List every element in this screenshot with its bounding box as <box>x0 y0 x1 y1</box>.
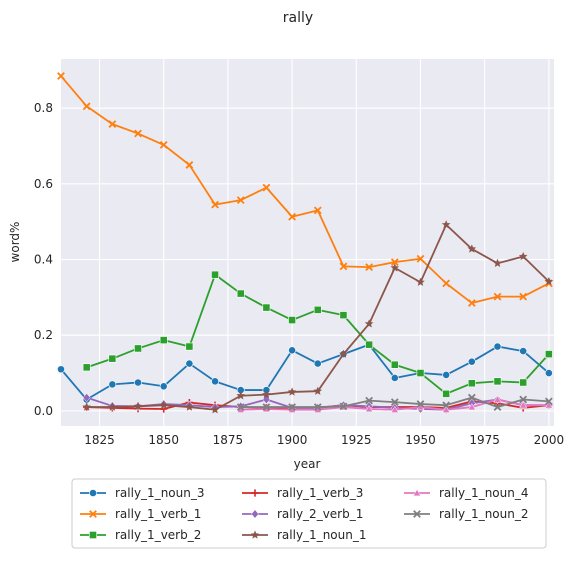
data-point-rally_1_verb_2 <box>443 390 450 397</box>
x-tick-label: 1950 <box>405 433 436 447</box>
data-point-rally_1_noun_3 <box>134 379 141 386</box>
data-point-rally_1_verb_2 <box>288 316 295 323</box>
data-point-rally_1_verb_2 <box>186 343 193 350</box>
legend-marker <box>89 531 96 538</box>
data-point-rally_1_noun_3 <box>443 371 450 378</box>
legend-label: rally_1_verb_3 <box>277 486 363 500</box>
data-point-rally_1_noun_3 <box>288 347 295 354</box>
data-point-rally_1_noun_3 <box>545 369 552 376</box>
data-point-rally_1_noun_3 <box>57 366 64 373</box>
x-tick-label: 1825 <box>84 433 115 447</box>
data-point-rally_1_verb_2 <box>314 306 321 313</box>
data-point-rally_1_verb_2 <box>134 345 141 352</box>
data-point-rally_1_noun_3 <box>109 381 116 388</box>
x-tick-label: 1975 <box>469 433 500 447</box>
data-point-rally_1_verb_2 <box>366 341 373 348</box>
data-point-rally_1_verb_2 <box>263 304 270 311</box>
y-tick-label: 0.2 <box>34 328 53 342</box>
data-point-rally_1_verb_2 <box>468 380 475 387</box>
legend-label: rally_1_noun_4 <box>439 486 528 500</box>
data-point-rally_1_verb_2 <box>109 355 116 362</box>
data-point-rally_1_noun_3 <box>186 360 193 367</box>
data-point-rally_1_verb_2 <box>211 271 218 278</box>
legend-label: rally_1_verb_1 <box>115 507 201 521</box>
y-axis-label: word% <box>8 222 22 263</box>
data-point-rally_1_verb_2 <box>160 337 167 344</box>
data-point-rally_1_verb_2 <box>545 351 552 358</box>
legend-label: rally_1_noun_2 <box>439 507 528 521</box>
x-axis-label: year <box>294 457 321 471</box>
data-point-rally_1_noun_3 <box>391 374 398 381</box>
data-point-rally_1_noun_3 <box>468 358 475 365</box>
data-point-rally_1_verb_2 <box>494 378 501 385</box>
x-tick-label: 2000 <box>534 433 565 447</box>
chart-title: rally <box>283 10 313 26</box>
legend-label: rally_2_verb_1 <box>277 507 363 521</box>
legend-label: rally_1_verb_2 <box>115 528 201 542</box>
legend: rally_1_noun_3 rally_1_verb_1 rally_1_verb… <box>72 479 546 548</box>
data-point-rally_1_noun_3 <box>314 360 321 367</box>
y-tick-label: 0.6 <box>34 177 53 191</box>
data-point-rally_1_verb_2 <box>417 369 424 376</box>
legend-label: rally_1_noun_3 <box>115 486 204 500</box>
data-point-rally_1_noun_3 <box>520 347 527 354</box>
data-point-rally_1_noun_3 <box>160 383 167 390</box>
data-point-rally_1_noun_3 <box>211 378 218 385</box>
y-tick-label: 0.4 <box>34 253 53 267</box>
data-point-rally_1_verb_2 <box>391 361 398 368</box>
y-tick-label: 0.0 <box>34 404 53 418</box>
x-tick-label: 1850 <box>148 433 179 447</box>
data-point-rally_1_verb_2 <box>340 312 347 319</box>
data-point-rally_1_verb_2 <box>237 290 244 297</box>
data-point-rally_1_verb_2 <box>520 379 527 386</box>
x-tick-label: 1875 <box>213 433 244 447</box>
x-tick-label: 1925 <box>341 433 372 447</box>
legend-label: rally_1_noun_1 <box>277 528 366 542</box>
x-tick-label: 1900 <box>277 433 308 447</box>
data-point-rally_1_verb_2 <box>83 364 90 371</box>
legend-marker <box>89 489 96 496</box>
y-tick-label: 0.8 <box>34 101 53 115</box>
data-point-rally_1_noun_3 <box>494 343 501 350</box>
plot-area <box>61 59 554 426</box>
